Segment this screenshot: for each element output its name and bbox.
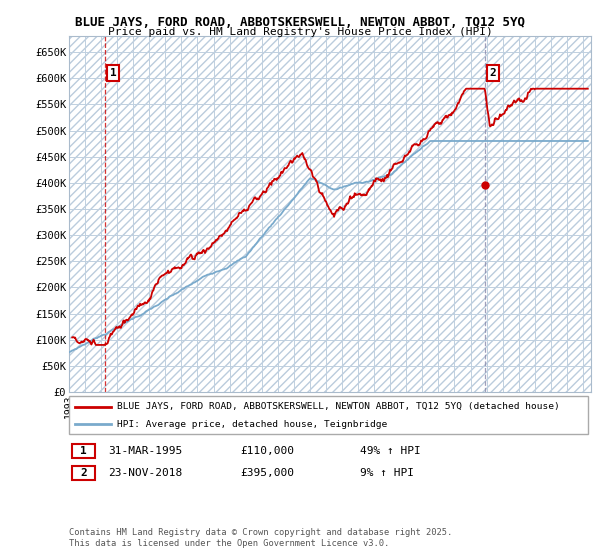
Text: HPI: Average price, detached house, Teignbridge: HPI: Average price, detached house, Teig… (117, 420, 387, 429)
Text: 49% ↑ HPI: 49% ↑ HPI (360, 446, 421, 456)
Text: 1: 1 (110, 68, 116, 78)
Text: 31-MAR-1995: 31-MAR-1995 (108, 446, 182, 456)
Text: 23-NOV-2018: 23-NOV-2018 (108, 468, 182, 478)
Text: Price paid vs. HM Land Registry's House Price Index (HPI): Price paid vs. HM Land Registry's House … (107, 27, 493, 37)
Text: 9% ↑ HPI: 9% ↑ HPI (360, 468, 414, 478)
Text: £110,000: £110,000 (240, 446, 294, 456)
Text: BLUE JAYS, FORD ROAD, ABBOTSKERSWELL, NEWTON ABBOT, TQ12 5YQ (detached house): BLUE JAYS, FORD ROAD, ABBOTSKERSWELL, NE… (117, 402, 560, 411)
Text: BLUE JAYS, FORD ROAD, ABBOTSKERSWELL, NEWTON ABBOT, TQ12 5YQ: BLUE JAYS, FORD ROAD, ABBOTSKERSWELL, NE… (75, 16, 525, 29)
Text: 2: 2 (490, 68, 496, 78)
Text: 1: 1 (80, 446, 87, 456)
Text: Contains HM Land Registry data © Crown copyright and database right 2025.
This d: Contains HM Land Registry data © Crown c… (69, 528, 452, 548)
Text: £395,000: £395,000 (240, 468, 294, 478)
Text: 2: 2 (80, 468, 87, 478)
